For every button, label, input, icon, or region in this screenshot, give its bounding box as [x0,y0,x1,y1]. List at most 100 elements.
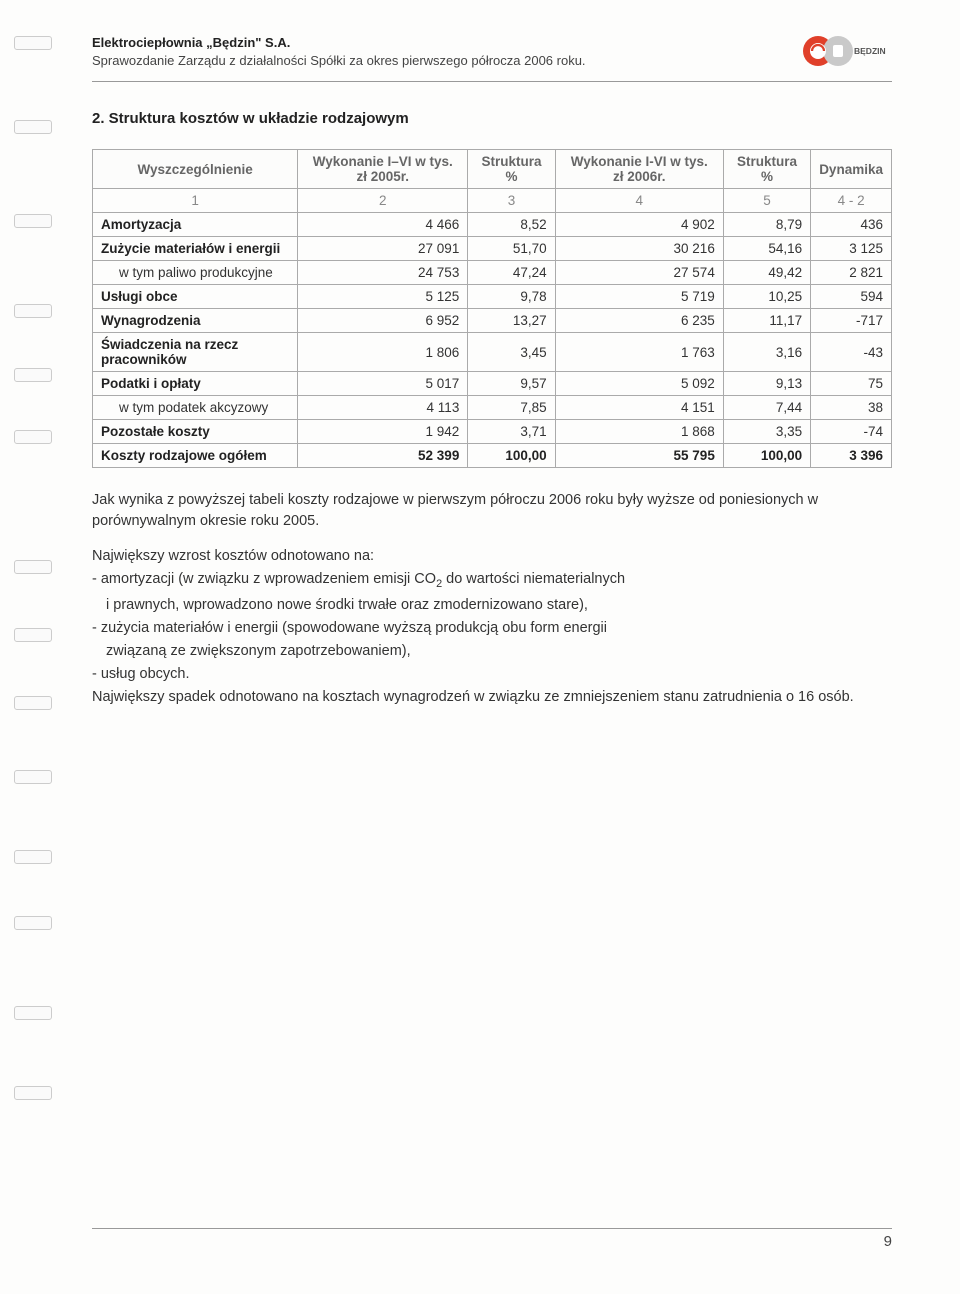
cell-value: -717 [811,309,892,333]
cell-value: 7,85 [468,396,555,420]
row-label: w tym podatek akcyzowy [93,396,298,420]
table-row: Usługi obce5 1259,785 71910,25594 [93,285,892,309]
row-label: Usługi obce [93,285,298,309]
col-header: Wykonanie I-VI w tys. zł 2006r. [555,150,723,189]
cell-value: 5 719 [555,285,723,309]
row-label: Wynagrodzenia [93,309,298,333]
cell-value: 11,17 [723,309,810,333]
cell-value: 38 [811,396,892,420]
bullet-item: - zużycia materiałów i energii (spowodow… [92,618,892,639]
binder-mark [14,120,52,134]
binder-mark [14,560,52,574]
document-page: Elektrociepłownia „Będzin" S.A. Sprawozd… [0,0,960,1294]
cell-value: 3 125 [811,237,892,261]
page-footer: 9 [92,1228,892,1250]
cell-value: 27 574 [555,261,723,285]
cell-value: -74 [811,420,892,444]
table-total-row: Koszty rodzajowe ogółem52 399100,0055 79… [93,444,892,468]
paragraph: Największy spadek odnotowano na kosztach… [92,687,892,708]
paragraph: Największy wzrost kosztów odnotowano na: [92,546,892,567]
col-header: Struktura % [468,150,555,189]
cell-value: 13,27 [468,309,555,333]
col-num: 1 [93,189,298,213]
table-number-row: 1 2 3 4 5 4 - 2 [93,189,892,213]
cell-value: 24 753 [298,261,468,285]
table-row: Podatki i opłaty5 0179,575 0929,1375 [93,372,892,396]
cell-value: 3,71 [468,420,555,444]
row-label: Podatki i opłaty [93,372,298,396]
cell-value: 10,25 [723,285,810,309]
paragraph: Jak wynika z powyższej tabeli koszty rod… [92,490,892,532]
binder-mark [14,304,52,318]
binder-mark [14,36,52,50]
cell-value: 3,16 [723,333,810,372]
cell-value: 100,00 [468,444,555,468]
section-title: 2. Struktura kosztów w układzie rodzajow… [92,110,892,127]
cell-value: 5 017 [298,372,468,396]
page-number: 9 [884,1233,892,1250]
cell-value: 8,79 [723,213,810,237]
col-header: Wykonanie I–VI w tys. zł 2005r. [298,150,468,189]
cell-value: 7,44 [723,396,810,420]
row-label: Koszty rodzajowe ogółem [93,444,298,468]
col-num: 4 - 2 [811,189,892,213]
cell-value: 4 902 [555,213,723,237]
binder-mark [14,628,52,642]
binder-mark [14,214,52,228]
cell-value: 3 396 [811,444,892,468]
cell-value: 1 942 [298,420,468,444]
cell-value: 4 151 [555,396,723,420]
table-row: Amortyzacja4 4668,524 9028,79436 [93,213,892,237]
cell-value: 3,45 [468,333,555,372]
table-row: w tym paliwo produkcyjne24 75347,2427 57… [93,261,892,285]
cell-value: 1 806 [298,333,468,372]
table-row: Pozostałe koszty1 9423,711 8683,35-74 [93,420,892,444]
cell-value: 1 868 [555,420,723,444]
cell-value: 54,16 [723,237,810,261]
col-num: 2 [298,189,468,213]
cell-value: 9,13 [723,372,810,396]
bullet-continuation: i prawnych, wprowadzono nowe środki trwa… [106,595,892,616]
cell-value: 9,78 [468,285,555,309]
svg-text:BĘDZIN: BĘDZIN [854,46,886,56]
binder-mark [14,1086,52,1100]
cell-value: 52 399 [298,444,468,468]
cell-value: 594 [811,285,892,309]
body-text: Jak wynika z powyższej tabeli koszty rod… [92,490,892,708]
row-label: w tym paliwo produkcyjne [93,261,298,285]
company-logo: BĘDZIN [800,32,892,75]
table-row: Wynagrodzenia6 95213,276 23511,17-717 [93,309,892,333]
cost-structure-table: Wyszczególnienie Wykonanie I–VI w tys. z… [92,149,892,468]
binder-mark [14,770,52,784]
cell-value: 5 092 [555,372,723,396]
cell-value: 436 [811,213,892,237]
col-header: Struktura % [723,150,810,189]
cell-value: 8,52 [468,213,555,237]
row-label: Amortyzacja [93,213,298,237]
report-subtitle: Sprawozdanie Zarządu z działalności Spół… [92,53,586,68]
row-label: Zużycie materiałów i energii [93,237,298,261]
bullet-item: - amortyzacji (w związku z wprowadzeniem… [92,569,892,593]
table-row: Świadczenia na rzecz pracowników1 8063,4… [93,333,892,372]
cell-value: 6 235 [555,309,723,333]
cell-value: 4 113 [298,396,468,420]
cell-value: -43 [811,333,892,372]
table-row: Zużycie materiałów i energii27 09151,703… [93,237,892,261]
cell-value: 4 466 [298,213,468,237]
cell-value: 27 091 [298,237,468,261]
cell-value: 55 795 [555,444,723,468]
col-num: 4 [555,189,723,213]
cell-value: 1 763 [555,333,723,372]
cell-value: 100,00 [723,444,810,468]
binder-mark [14,696,52,710]
cell-value: 3,35 [723,420,810,444]
col-header: Wyszczególnienie [93,150,298,189]
cell-value: 49,42 [723,261,810,285]
cell-value: 75 [811,372,892,396]
bullet-continuation: związaną ze zwiększonym zapotrzebowaniem… [106,641,892,662]
col-num: 3 [468,189,555,213]
binder-mark [14,850,52,864]
bullet-item: - usług obcych. [92,664,892,685]
binder-mark [14,916,52,930]
cell-value: 5 125 [298,285,468,309]
